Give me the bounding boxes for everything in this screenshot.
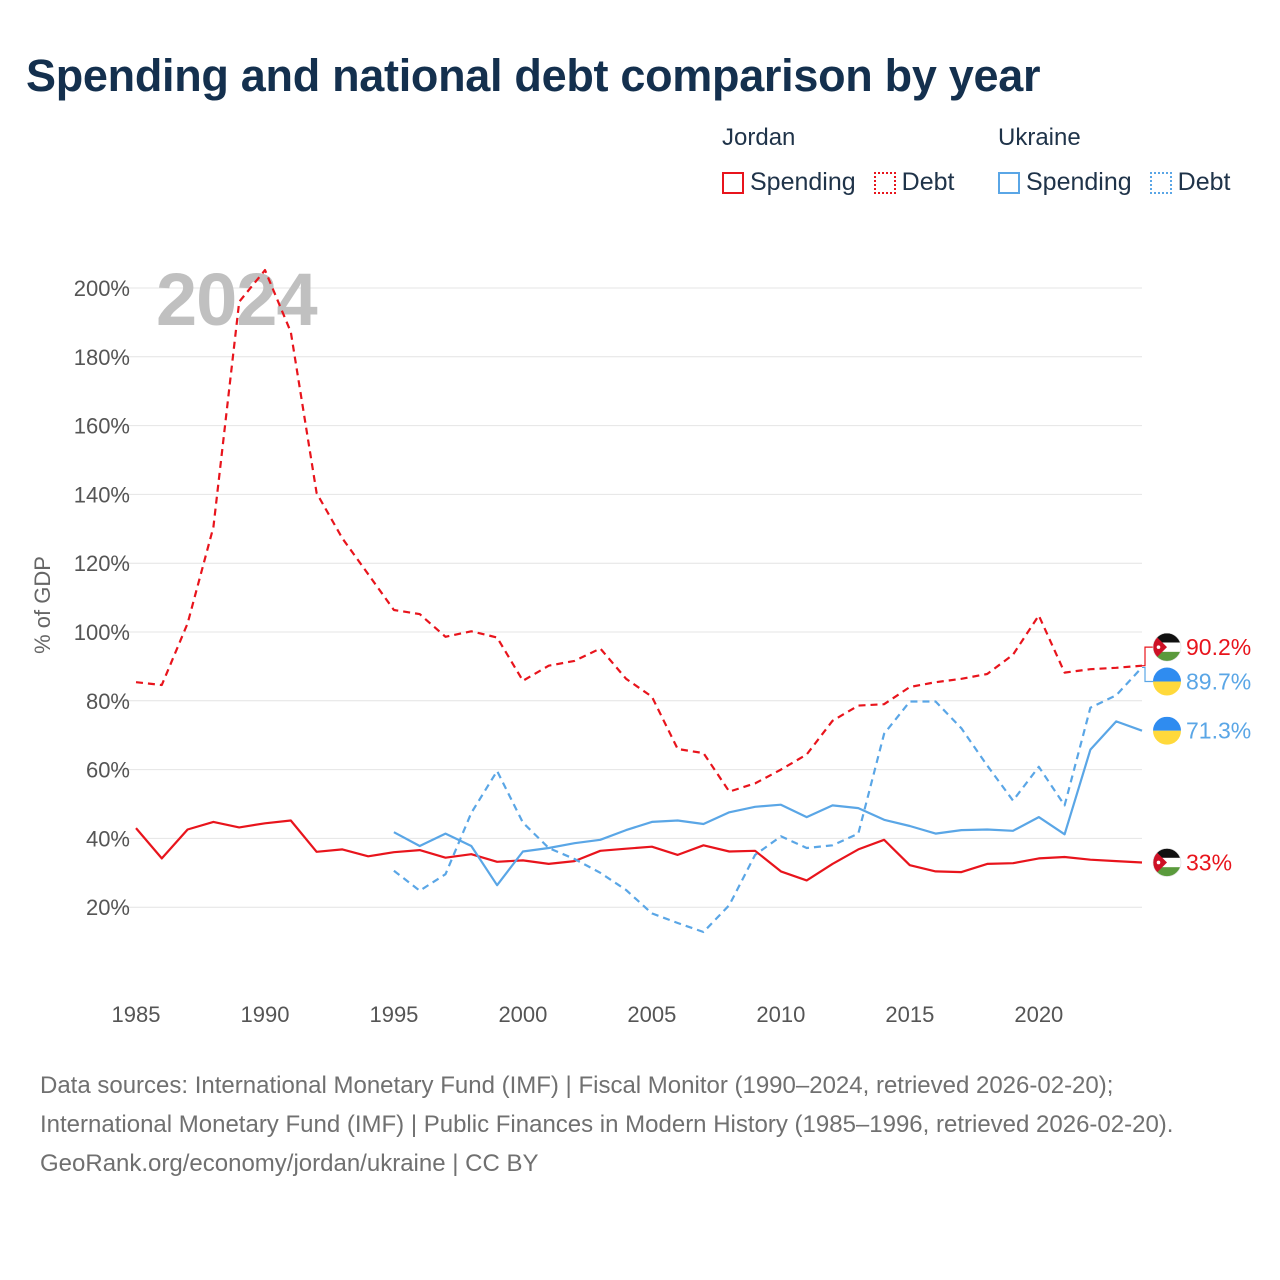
jordan-spending-line[interactable] <box>135 819 1143 882</box>
x-tick-label: 1990 <box>240 1002 289 1027</box>
legend-swatch-ukraine-spending <box>998 171 1020 194</box>
year-watermark: 2024 <box>156 258 317 341</box>
jordan-flag-icon <box>1152 848 1182 877</box>
end-label-ukraine-spending: 71.3% <box>1186 718 1251 744</box>
legend-item-jordan-debt[interactable]: Debt <box>873 168 955 197</box>
y-tick-label: 120% <box>74 551 130 576</box>
y-tick-label: 200% <box>74 276 130 301</box>
y-tick-label: 60% <box>86 758 130 783</box>
legend-swatch-jordan-spending <box>722 171 744 194</box>
end-labels: 90.2% 89.7% 71.3% 33% <box>1142 632 1251 877</box>
leader-line-ukraine-debt <box>1142 666 1156 683</box>
jordan-flag-icon <box>1152 632 1182 662</box>
chart-plot: 2024 20% 40% 60% 80% 100% 120% 140% 160% 180% 200… <box>30 258 1251 1027</box>
y-tick-label: 140% <box>74 482 130 507</box>
ukraine-flag-icon <box>1153 716 1181 745</box>
x-tick-label: 2000 <box>498 1002 547 1027</box>
legend-ukraine: Ukraine Spending Debt <box>998 124 1248 197</box>
chart-title: Spending and national debt comparison by… <box>26 50 1041 101</box>
y-tick-label: 160% <box>74 414 130 439</box>
legend-label-ukraine-debt: Debt <box>1177 168 1231 196</box>
y-tick-label: 80% <box>86 689 130 714</box>
ukraine-debt-line[interactable] <box>393 666 1143 934</box>
legend-swatch-ukraine-debt <box>1149 171 1172 194</box>
ukraine-spending-line[interactable] <box>393 720 1143 887</box>
y-tick-label: 180% <box>74 345 130 370</box>
y-tick-label: 100% <box>74 620 130 645</box>
x-tick-label: 2015 <box>885 1002 934 1027</box>
legend-swatch-jordan-debt <box>873 171 896 194</box>
leader-line-jordan-debt <box>1142 646 1156 667</box>
ukraine-flag-icon <box>1153 667 1181 696</box>
x-tick-label: 1985 <box>112 1002 161 1027</box>
legend-label-ukraine-spending: Spending <box>1026 168 1132 196</box>
legend-jordan: Jordan Spending Debt <box>722 124 972 197</box>
x-tick-label: 2005 <box>627 1002 676 1027</box>
y-axis-label: % of GDP <box>30 556 55 654</box>
end-label-jordan-debt: 90.2% <box>1186 634 1251 660</box>
legend-label-jordan-debt: Debt <box>901 168 955 196</box>
series-lines <box>135 269 1143 934</box>
axes: 20% 40% 60% 80% 100% 120% 140% 160% 180% 200% 1985… <box>74 276 1064 1027</box>
data-sources: Data sources: International Monetary Fun… <box>40 1072 1174 1138</box>
legend-country-ukraine: Ukraine <box>998 124 1081 151</box>
legend-item-ukraine-debt[interactable]: Debt <box>1149 168 1231 197</box>
y-tick-label: 40% <box>86 826 130 851</box>
end-label-ukraine-debt: 89.7% <box>1186 669 1251 695</box>
end-label-jordan-spending: 33% <box>1186 849 1232 875</box>
y-tick-label: 20% <box>86 895 130 920</box>
x-tick-label: 2010 <box>756 1002 805 1027</box>
jordan-debt-line[interactable] <box>135 269 1143 793</box>
legend-country-jordan: Jordan <box>722 124 796 151</box>
legend-item-ukraine-spending[interactable]: Spending <box>998 168 1132 197</box>
legend-label-jordan-spending: Spending <box>750 168 856 196</box>
attribution-link[interactable]: GeoRank.org/economy/jordan/ukraine | CC … <box>40 1150 539 1177</box>
legend-item-jordan-spending[interactable]: Spending <box>722 168 856 197</box>
grid-lines <box>112 287 1142 908</box>
x-tick-label: 2020 <box>1014 1002 1063 1027</box>
footer: Data sources: International Monetary Fun… <box>40 1066 1240 1183</box>
x-tick-label: 1995 <box>369 1002 418 1027</box>
